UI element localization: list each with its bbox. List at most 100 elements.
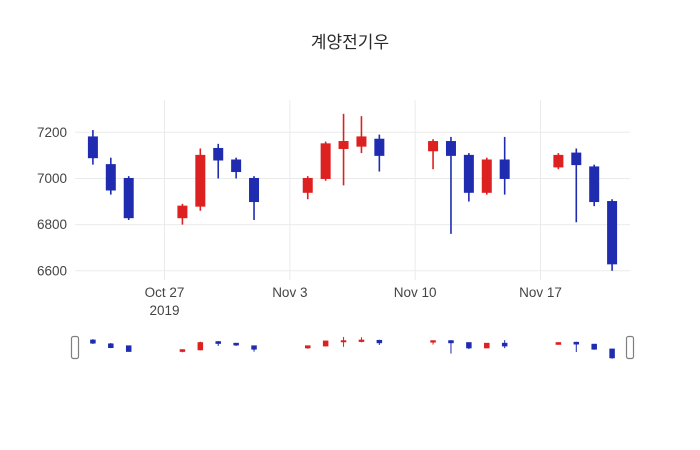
candle-body xyxy=(231,159,242,173)
candle-body xyxy=(197,342,204,351)
candle-body xyxy=(87,136,98,159)
candle-body xyxy=(108,343,114,349)
rangeslider-handle-right[interactable] xyxy=(625,335,635,360)
grid-layer xyxy=(75,100,630,280)
candle-body xyxy=(428,141,439,152)
candlestick[interactable] xyxy=(195,148,206,211)
candle-body xyxy=(358,339,365,342)
candlestick xyxy=(197,341,204,351)
candle-body xyxy=(356,136,367,147)
candle-body xyxy=(340,340,347,343)
candlestick xyxy=(358,337,365,343)
candle-body xyxy=(213,147,224,161)
candle-body xyxy=(591,343,597,350)
x-tick-label: Oct 27 xyxy=(145,285,185,300)
candlestick[interactable] xyxy=(374,134,385,172)
candle-body xyxy=(589,166,600,203)
candlestick xyxy=(215,341,221,346)
candle-body xyxy=(105,164,116,191)
candlestick xyxy=(555,342,562,345)
candle-body xyxy=(609,348,615,359)
candle-body xyxy=(249,177,260,203)
candlestick xyxy=(233,342,239,346)
x-tick-sublabel: 2019 xyxy=(149,303,179,318)
candle-body xyxy=(320,143,331,179)
candle-body xyxy=(302,177,313,193)
candle-body xyxy=(499,159,510,179)
candle-body xyxy=(607,201,618,265)
candlestick[interactable] xyxy=(123,176,134,220)
candlestick xyxy=(125,345,132,352)
chart-title: 계양전기우 xyxy=(310,33,390,52)
candlestick xyxy=(340,336,347,347)
candle-body xyxy=(501,342,508,347)
candlestick[interactable] xyxy=(338,113,349,186)
candle-body xyxy=(179,349,186,352)
candlestick xyxy=(466,342,472,350)
candlestick xyxy=(251,345,257,352)
candlestick xyxy=(108,343,114,349)
candle-body xyxy=(123,177,134,219)
candlestick[interactable] xyxy=(105,157,116,195)
candle-body xyxy=(430,340,436,343)
candle-body xyxy=(374,138,385,156)
candlestick[interactable] xyxy=(320,141,331,181)
candlestick[interactable] xyxy=(607,199,618,271)
candle-body xyxy=(481,159,492,193)
candlestick[interactable] xyxy=(589,164,600,207)
candle-layer xyxy=(87,113,618,271)
x-tick-label: Nov 3 xyxy=(272,285,307,300)
candlestick xyxy=(304,345,311,349)
candle-body xyxy=(90,339,96,344)
candlestick xyxy=(484,342,490,349)
candlestick xyxy=(501,340,508,349)
candle-body xyxy=(448,340,454,344)
candle-body xyxy=(376,339,383,344)
candlestick xyxy=(448,340,454,354)
candlestick[interactable] xyxy=(177,203,188,225)
candlestick[interactable] xyxy=(356,116,367,154)
y-tick-label: 7000 xyxy=(37,171,67,186)
candle-body xyxy=(573,341,580,345)
candle-body xyxy=(215,341,221,344)
rangeslider-handle-left[interactable] xyxy=(70,335,80,360)
candlestick xyxy=(90,339,96,344)
candlestick xyxy=(179,349,186,353)
candle-body xyxy=(233,342,239,346)
candlestick[interactable] xyxy=(213,143,224,179)
candle-body xyxy=(125,345,132,352)
x-tick-label: Nov 10 xyxy=(394,285,437,300)
candlestick[interactable] xyxy=(553,153,564,170)
y-tick-label: 6600 xyxy=(37,263,67,278)
candlestick[interactable] xyxy=(499,136,510,195)
candle-body xyxy=(195,154,206,207)
candle-body xyxy=(484,342,490,349)
candlestick xyxy=(609,348,615,359)
y-tick-label: 6800 xyxy=(37,217,67,232)
candlestick xyxy=(573,341,580,352)
x-tick-label: Nov 17 xyxy=(519,285,562,300)
candlestick[interactable] xyxy=(481,157,492,195)
candlestick xyxy=(591,343,597,350)
candlestick[interactable] xyxy=(463,153,474,202)
candlestick[interactable] xyxy=(571,148,582,223)
candle-body xyxy=(555,342,562,345)
rangeslider[interactable] xyxy=(70,335,635,360)
candle-body xyxy=(177,205,188,219)
candlestick[interactable] xyxy=(428,139,439,170)
candle-body xyxy=(338,141,349,149)
candlestick[interactable] xyxy=(231,157,242,179)
tick-layer: 7200 7000 6800 6600 Oct 27 2019 Nov 3 Nov 10 Nov… xyxy=(37,125,562,318)
candlestick[interactable] xyxy=(445,136,456,234)
candle-body xyxy=(445,141,456,156)
candle-body xyxy=(322,340,329,347)
candle-body xyxy=(304,345,311,349)
candle-body xyxy=(463,154,474,193)
candlestick[interactable] xyxy=(87,130,98,165)
candlestick[interactable] xyxy=(302,176,313,200)
candlestick[interactable] xyxy=(249,176,260,220)
y-tick-label: 7200 xyxy=(37,125,67,140)
candlestick xyxy=(376,339,383,345)
